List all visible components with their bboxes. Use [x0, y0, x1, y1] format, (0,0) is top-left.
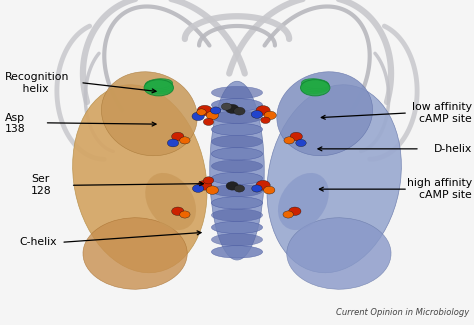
Text: Current Opinion in Microbiology: Current Opinion in Microbiology — [336, 308, 469, 317]
Circle shape — [197, 109, 206, 115]
Ellipse shape — [211, 123, 263, 136]
Ellipse shape — [211, 148, 263, 160]
Circle shape — [264, 111, 276, 120]
Ellipse shape — [211, 99, 263, 111]
Circle shape — [284, 137, 294, 144]
Circle shape — [167, 139, 179, 147]
Ellipse shape — [73, 85, 207, 273]
Circle shape — [203, 177, 214, 184]
Circle shape — [172, 207, 184, 215]
Ellipse shape — [145, 173, 196, 230]
Ellipse shape — [277, 72, 373, 156]
Ellipse shape — [301, 80, 330, 96]
Ellipse shape — [145, 82, 173, 92]
Circle shape — [172, 132, 184, 141]
Circle shape — [226, 104, 239, 113]
Ellipse shape — [301, 80, 329, 90]
Text: high affinity
cAMP site: high affinity cAMP site — [407, 178, 472, 200]
Circle shape — [290, 132, 302, 141]
Text: low affinity
cAMP site: low affinity cAMP site — [411, 102, 472, 124]
Ellipse shape — [101, 72, 197, 156]
Ellipse shape — [211, 221, 263, 234]
Circle shape — [198, 180, 212, 190]
Circle shape — [251, 111, 263, 118]
Ellipse shape — [83, 218, 187, 289]
Ellipse shape — [211, 86, 263, 99]
Circle shape — [234, 185, 245, 192]
Ellipse shape — [211, 172, 263, 185]
Circle shape — [192, 185, 204, 192]
Circle shape — [296, 139, 306, 147]
Circle shape — [289, 207, 301, 215]
Ellipse shape — [211, 197, 263, 209]
Text: C-helix: C-helix — [19, 237, 56, 247]
Circle shape — [192, 112, 204, 121]
Circle shape — [203, 118, 214, 125]
Ellipse shape — [211, 136, 263, 148]
Circle shape — [264, 186, 275, 194]
Text: Asp
138: Asp 138 — [5, 113, 26, 134]
Circle shape — [226, 182, 238, 190]
Circle shape — [252, 185, 262, 192]
Ellipse shape — [301, 79, 329, 89]
Ellipse shape — [267, 85, 401, 273]
Text: Recognition
     helix: Recognition helix — [5, 72, 69, 94]
Circle shape — [206, 186, 219, 194]
Ellipse shape — [301, 84, 329, 94]
Ellipse shape — [145, 84, 173, 94]
Ellipse shape — [211, 209, 263, 221]
Ellipse shape — [211, 111, 263, 123]
Text: Ser
128: Ser 128 — [31, 175, 52, 196]
Circle shape — [234, 107, 245, 115]
Ellipse shape — [211, 160, 263, 172]
Circle shape — [180, 137, 190, 144]
Circle shape — [221, 103, 232, 110]
Circle shape — [206, 111, 219, 120]
Circle shape — [180, 211, 190, 218]
Circle shape — [256, 106, 270, 115]
Circle shape — [256, 180, 270, 190]
Ellipse shape — [210, 81, 264, 260]
Text: D-helix: D-helix — [433, 144, 472, 154]
Ellipse shape — [144, 80, 173, 96]
Ellipse shape — [211, 233, 263, 246]
Ellipse shape — [145, 80, 173, 90]
Ellipse shape — [278, 173, 329, 230]
Circle shape — [261, 117, 270, 124]
Circle shape — [197, 105, 212, 116]
Ellipse shape — [211, 246, 263, 258]
Ellipse shape — [145, 79, 173, 89]
Circle shape — [210, 107, 221, 114]
Circle shape — [283, 211, 293, 218]
Ellipse shape — [301, 82, 329, 92]
Ellipse shape — [287, 218, 391, 289]
Ellipse shape — [211, 185, 263, 197]
